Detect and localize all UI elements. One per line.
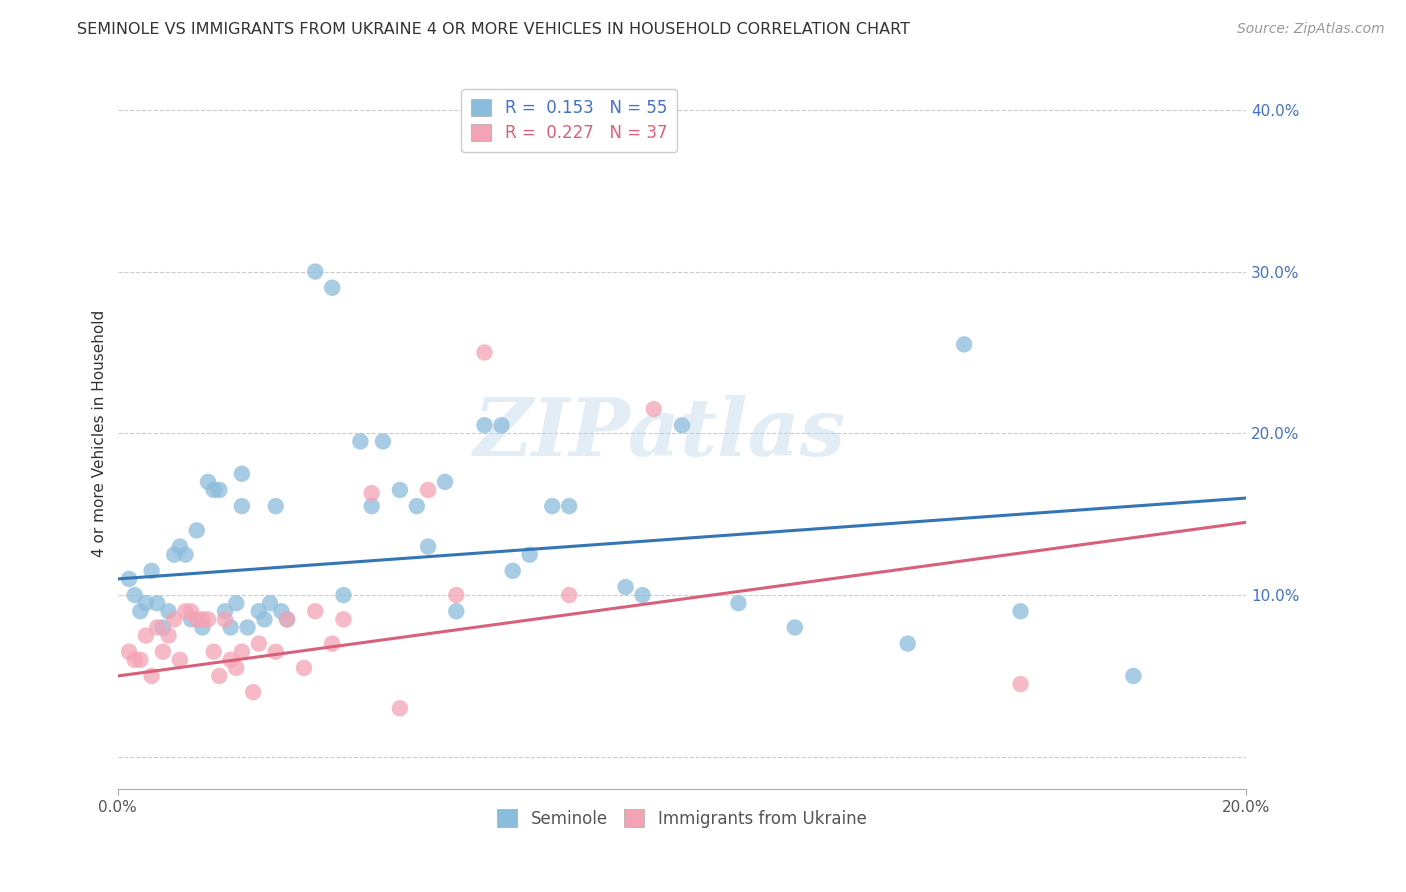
Point [231, 499, 253, 513]
Point [124, 588, 146, 602]
Point [416, 540, 439, 554]
Point [783, 620, 806, 634]
Point [135, 596, 157, 610]
Point [214, 612, 236, 626]
Y-axis label: 4 or more Vehicles in Household: 4 or more Vehicles in Household [93, 310, 107, 557]
Point [231, 645, 253, 659]
Point [163, 612, 186, 626]
Point [434, 475, 457, 489]
Point [1122, 669, 1144, 683]
Text: ZIPatlas: ZIPatlas [474, 394, 845, 472]
Point [157, 628, 180, 642]
Point [349, 434, 371, 449]
Point [180, 604, 202, 618]
Point [502, 564, 524, 578]
Point [643, 402, 665, 417]
Point [416, 483, 439, 497]
Point [225, 596, 247, 610]
Point [360, 499, 382, 513]
Point [191, 620, 214, 634]
Point [727, 596, 749, 610]
Point [405, 499, 427, 513]
Point [371, 434, 394, 449]
Text: SEMINOLE VS IMMIGRANTS FROM UKRAINE 4 OR MORE VEHICLES IN HOUSEHOLD CORRELATION : SEMINOLE VS IMMIGRANTS FROM UKRAINE 4 OR… [77, 22, 910, 37]
Point [174, 548, 197, 562]
Point [225, 661, 247, 675]
Point [219, 620, 242, 634]
Point [474, 345, 496, 359]
Point [242, 685, 264, 699]
Point [141, 564, 163, 578]
Point [186, 612, 208, 626]
Point [446, 588, 468, 602]
Point [152, 645, 174, 659]
Point [247, 637, 270, 651]
Point [558, 499, 581, 513]
Point [152, 620, 174, 634]
Point [180, 612, 202, 626]
Point [259, 596, 281, 610]
Point [519, 548, 541, 562]
Point [186, 524, 208, 538]
Point [118, 572, 141, 586]
Point [129, 604, 152, 618]
Point [202, 483, 225, 497]
Point [321, 281, 343, 295]
Point [276, 612, 298, 626]
Point [953, 337, 976, 351]
Point [360, 486, 382, 500]
Point [558, 588, 581, 602]
Point [631, 588, 654, 602]
Point [169, 653, 191, 667]
Point [219, 653, 242, 667]
Point [321, 637, 343, 651]
Point [1010, 677, 1032, 691]
Point [118, 645, 141, 659]
Point [270, 604, 292, 618]
Point [304, 264, 326, 278]
Point [236, 620, 259, 634]
Point [253, 612, 276, 626]
Point [332, 612, 354, 626]
Point [614, 580, 637, 594]
Point [202, 645, 225, 659]
Point [264, 499, 287, 513]
Point [197, 475, 219, 489]
Point [129, 653, 152, 667]
Point [174, 604, 197, 618]
Point [141, 669, 163, 683]
Point [214, 604, 236, 618]
Point [276, 612, 298, 626]
Point [491, 418, 513, 433]
Point [231, 467, 253, 481]
Point [247, 604, 270, 618]
Point [388, 701, 411, 715]
Point [157, 604, 180, 618]
Legend: Seminole, Immigrants from Ukraine: Seminole, Immigrants from Ukraine [491, 803, 873, 834]
Point [135, 628, 157, 642]
Point [208, 483, 231, 497]
Point [332, 588, 354, 602]
Point [124, 653, 146, 667]
Point [446, 604, 468, 618]
Point [208, 669, 231, 683]
Point [191, 612, 214, 626]
Point [146, 620, 169, 634]
Text: Source: ZipAtlas.com: Source: ZipAtlas.com [1237, 22, 1385, 37]
Point [388, 483, 411, 497]
Point [163, 548, 186, 562]
Point [474, 418, 496, 433]
Point [671, 418, 693, 433]
Point [1010, 604, 1032, 618]
Point [169, 540, 191, 554]
Point [304, 604, 326, 618]
Point [264, 645, 287, 659]
Point [197, 612, 219, 626]
Point [146, 596, 169, 610]
Point [897, 637, 920, 651]
Point [541, 499, 564, 513]
Point [292, 661, 315, 675]
